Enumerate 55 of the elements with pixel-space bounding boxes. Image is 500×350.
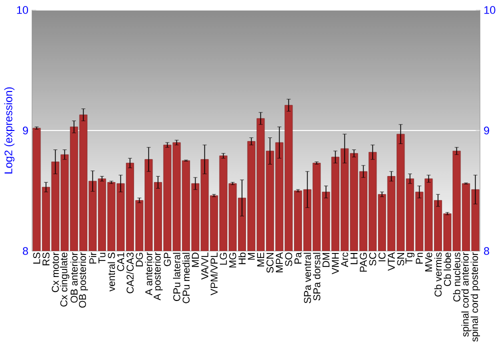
x-tick-label: SO	[285, 252, 292, 266]
y2-tick-label: 9	[484, 126, 490, 134]
x-tick-label: LS	[33, 252, 40, 264]
x-tick-label: OB posterior	[78, 252, 88, 308]
x-tick-label: Cb vermis	[434, 252, 442, 297]
x-tick-label: Tg	[406, 252, 414, 264]
x-tick-label: MG	[229, 252, 236, 268]
y-tick-label: 8	[22, 247, 28, 255]
y-axis-title: Log2 (expression)	[4, 87, 14, 174]
x-tick-label: spinal cord anterior	[461, 252, 471, 337]
x-tick-label: SPa dorsal	[313, 252, 320, 300]
x-tick-label: VMH	[332, 253, 339, 274]
x-tick-label: CA1	[117, 252, 124, 272]
x-tick-label: IC	[378, 252, 386, 262]
x-tick-label: A posterior	[153, 252, 163, 300]
x-tick-label: CPu lateral	[173, 252, 180, 301]
x-tick-label: Pir	[89, 252, 96, 264]
x-tick-label: Cb nucleus	[453, 252, 460, 302]
x-tick-label: VPM/VPL	[210, 252, 218, 296]
x-tick-label: CPu medial	[182, 252, 190, 304]
x-tick-label: VTA	[388, 252, 395, 271]
x-tick-label: Hb	[238, 252, 246, 264]
x-tick-label: OB anterior	[70, 252, 78, 303]
x-tick-label: SN	[397, 253, 404, 266]
x-tick-label: Tu	[98, 252, 106, 264]
x-tick-label: LG	[220, 252, 227, 265]
x-tick-label: Cb lobe	[444, 252, 451, 286]
x-tick-label: DM	[322, 253, 330, 267]
x-tick-label: MPA	[276, 252, 283, 272]
x-tick-label: VA/VL	[201, 252, 208, 280]
y2-tick-label: 10	[484, 6, 496, 14]
x-tick-label: RS	[42, 252, 50, 266]
x-tick-label: ventral S	[108, 252, 115, 292]
x-tick-label: SCN	[266, 253, 274, 273]
x-tick-label: M	[248, 253, 255, 260]
x-tick-label: MVe	[425, 252, 432, 272]
x-tick-label: Cx motor	[52, 252, 59, 292]
x-tick-label: PAG	[360, 252, 367, 272]
x-tick-label: spinal cord posterior	[470, 252, 480, 342]
x-tick-label: ME	[257, 252, 264, 266]
x-tick-label: Arc	[341, 252, 348, 268]
x-tick-label: A anterior	[145, 252, 152, 296]
x-tick-label: MD	[192, 252, 199, 267]
x-tick-label: LH	[350, 253, 358, 264]
x-tick-label: SC	[369, 252, 376, 266]
x-tick-label: Cx cingulate	[60, 252, 70, 307]
x-tick-label: GP	[164, 252, 171, 266]
y2-tick-label: 8	[484, 247, 490, 255]
x-tick-label: DG	[136, 252, 143, 266]
y-tick-label: 9	[22, 126, 28, 134]
x-tick-label: SPa ventral	[304, 252, 311, 304]
x-tick-label: Pn	[416, 252, 423, 264]
y-tick-label: 10	[17, 6, 28, 14]
x-tick-label: CA2/CA3	[126, 252, 134, 294]
x-tick-label: Pa	[294, 252, 302, 264]
